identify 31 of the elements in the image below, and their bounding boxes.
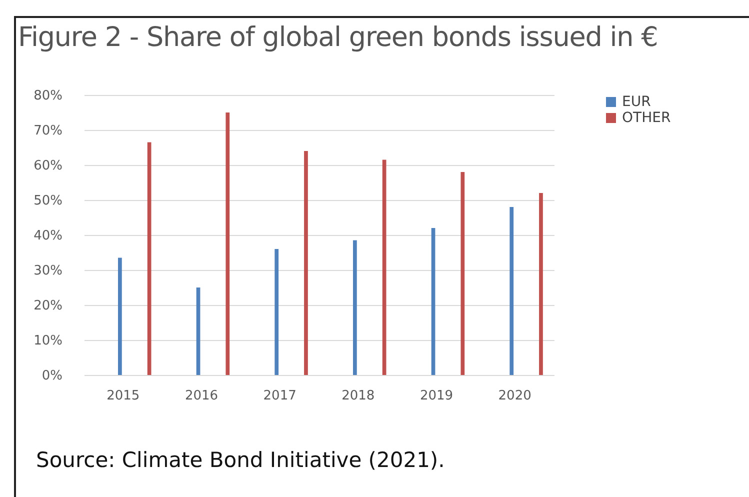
x-tick-label: 2016 <box>184 388 218 404</box>
x-tick-label: 2019 <box>420 388 454 404</box>
chart-title: Figure 2 - Share of global green bonds issued in € <box>18 22 658 53</box>
y-tick-label: 40% <box>34 228 62 244</box>
bar <box>118 258 122 375</box>
y-tick-label: 0% <box>42 368 62 384</box>
bar <box>226 112 230 375</box>
x-tick-label: 2017 <box>263 388 296 404</box>
bar <box>510 207 514 375</box>
bar <box>460 172 465 375</box>
bar <box>304 151 308 375</box>
x-tick-label: 2015 <box>106 388 140 404</box>
y-tick-label: 50% <box>34 194 62 208</box>
y-tick-label: 10% <box>34 334 62 348</box>
x-tick-label: 2020 <box>498 388 532 404</box>
legend-label: EUR <box>622 94 652 110</box>
y-tick-label: 30% <box>34 264 62 278</box>
legend-label: OTHER <box>622 110 671 126</box>
x-tick-label: 2018 <box>342 388 375 404</box>
bar <box>147 142 152 375</box>
y-tick-label: 60% <box>34 158 62 174</box>
source-note: Source: Climate Bond Initiative (2021). <box>36 448 445 472</box>
bar <box>196 288 200 375</box>
y-tick-label: 70% <box>34 124 62 138</box>
bar <box>352 240 357 375</box>
bar <box>431 228 436 375</box>
bar <box>539 193 543 375</box>
y-tick-label: 80% <box>34 88 62 104</box>
bar <box>382 160 386 375</box>
y-tick-label: 20% <box>34 298 62 314</box>
bar <box>274 249 279 375</box>
